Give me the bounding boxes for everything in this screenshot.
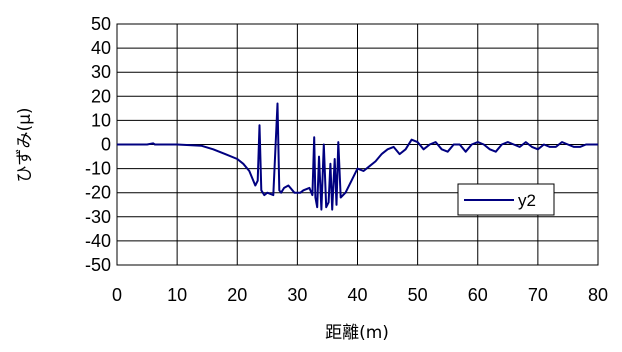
x-tick-label: 70: [528, 285, 548, 305]
y-tick-label: -50: [85, 255, 111, 275]
x-axis-title: 距離(m): [325, 323, 389, 343]
y-tick-label: 30: [91, 62, 111, 82]
y-tick-label: 10: [91, 110, 111, 130]
legend-label-y2: y2: [518, 191, 536, 210]
x-tick-label: 40: [347, 285, 367, 305]
x-axis-ticks: 0 10 20 30 40 50 60 70 80: [112, 285, 608, 305]
y-tick-label: 50: [91, 14, 111, 34]
legend: y2: [457, 183, 555, 216]
x-tick-label: 50: [408, 285, 428, 305]
y-axis-ticks: 50 40 30 20 10 0 -10 -20 -30 -40 -50: [85, 14, 111, 275]
y-tick-label: 20: [91, 86, 111, 106]
series-line-y2: [117, 102, 598, 211]
x-tick-label: 0: [112, 285, 122, 305]
x-tick-label: 80: [588, 285, 608, 305]
y-tick-label: -20: [85, 183, 111, 203]
grid-lines: [116, 23, 599, 266]
x-tick-label: 10: [167, 285, 187, 305]
x-tick-label: 20: [227, 285, 247, 305]
series-layer: [117, 102, 598, 211]
y-tick-label: -10: [85, 159, 111, 179]
x-tick-label: 30: [287, 285, 307, 305]
x-tick-label: 60: [468, 285, 488, 305]
y-tick-label: 0: [101, 135, 111, 155]
y-axis-title: ひずみ(μ): [15, 107, 35, 182]
y-tick-label: 40: [91, 38, 111, 58]
y-tick-label: -40: [85, 231, 111, 251]
y-tick-label: -30: [85, 207, 111, 227]
